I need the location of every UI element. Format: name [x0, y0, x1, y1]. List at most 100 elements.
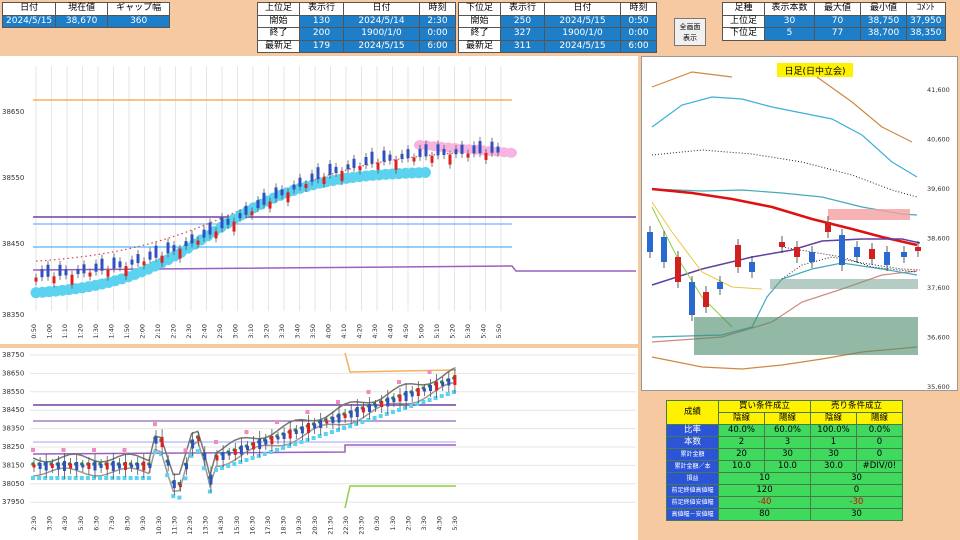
lower-pink-mark — [244, 430, 249, 434]
candle — [496, 146, 500, 153]
lower-cell[interactable]: 0:50 — [620, 14, 657, 28]
upper-cell[interactable]: 2:30 — [419, 14, 456, 28]
lower-ma-mark — [244, 458, 249, 462]
daily-chart-panel[interactable]: 日足(日中立会) 41,600 40,600 39,600 38,600 37,600 3… — [641, 56, 958, 391]
daily-y-tick: 41,600 — [927, 86, 950, 94]
summary-gap[interactable]: 360 — [107, 14, 171, 28]
upper-cell[interactable]: 0:00 — [419, 27, 456, 41]
lower-ma-mark — [134, 476, 139, 480]
lower-candle — [331, 417, 335, 423]
candle — [388, 154, 392, 161]
lower-cell[interactable]: 2024/5/15 — [544, 14, 621, 28]
lower-x-tick: 14:30 — [217, 516, 225, 535]
bars-cell[interactable]: 38,750 — [860, 14, 907, 28]
lower-ma-mark — [397, 408, 401, 412]
summary-date[interactable]: 2024/5/15 — [1, 14, 57, 28]
lower-ma-mark — [37, 476, 42, 480]
candle — [304, 184, 308, 189]
lower-ma-mark — [439, 394, 444, 398]
lower-pink-mark — [275, 420, 279, 424]
candle — [208, 222, 212, 235]
lower-ma-mark — [409, 404, 414, 408]
upper-cell[interactable]: 130 — [299, 14, 344, 28]
upper-chart-panel[interactable]: 38650 38550 38450 38350 0:50 1:00 1:10 1:20 1:3… — [0, 56, 638, 344]
upper-cell[interactable]: 6:00 — [419, 39, 456, 53]
candle — [472, 145, 476, 154]
lower-candle — [111, 461, 115, 471]
lower-x-tick: 19:30 — [295, 516, 303, 535]
lower-candle — [386, 397, 390, 407]
lower-ma-mark — [85, 476, 90, 480]
lower-ma-mark — [360, 420, 365, 424]
candle — [424, 144, 428, 157]
lower-pink-mark — [31, 448, 35, 452]
lower-x-tick: 23:30 — [358, 516, 366, 535]
upper-cell[interactable]: 179 — [299, 39, 344, 53]
lower-header-1: 表示行 — [500, 2, 545, 16]
daily-candle — [779, 242, 785, 247]
bars-cell[interactable]: 77 — [814, 27, 861, 41]
upper-x-tick: 5:00 — [418, 324, 426, 339]
candle — [262, 192, 266, 205]
daily-ma-purple — [651, 238, 921, 286]
lower-cell[interactable]: 6:00 — [620, 39, 657, 53]
candle — [364, 157, 368, 166]
lower-x-tick: 18:30 — [280, 516, 288, 535]
upper-header-1: 表示行 — [299, 2, 344, 16]
upper-cell[interactable]: 200 — [299, 27, 344, 41]
candle — [442, 148, 446, 155]
upper-header-0: 上位足 — [257, 2, 300, 16]
bars-cell[interactable]: 70 — [814, 14, 861, 28]
lower-ma-mark — [189, 453, 194, 458]
lower-pink-mark — [183, 448, 188, 453]
upper-x-tick: 4:00 — [325, 324, 333, 339]
lower-ma-mark — [433, 396, 438, 400]
lower-candle — [435, 381, 439, 391]
bars-cell[interactable]: 38,350 — [906, 27, 946, 41]
upper-x-tick: 2:50 — [216, 324, 224, 339]
lower-ma-mark — [390, 410, 395, 414]
bars-cell[interactable]: 30 — [764, 14, 815, 28]
lower-chart-panel[interactable]: 38750 38650 38550 38450 38350 38250 38150 38050… — [0, 348, 638, 540]
bars-cell[interactable]: 5 — [764, 27, 815, 41]
upper-cell[interactable]: 2024/5/15 — [343, 39, 420, 53]
upper-x-tick: 5:20 — [449, 324, 457, 339]
upper-chart-svg: 38650 38550 38450 38350 0:50 1:00 1:10 1:20 1:3… — [2, 66, 636, 339]
lower-cell[interactable]: 1900/1/0 — [544, 27, 621, 41]
candle — [46, 264, 50, 277]
lower-x-tick: 2:30 — [404, 516, 412, 531]
lower-pink-mark — [92, 448, 96, 452]
upper-cell[interactable]: 1900/1/0 — [343, 27, 420, 41]
bars-cell[interactable]: 37,950 — [906, 14, 946, 28]
lower-y-tick: 38250 — [2, 443, 24, 451]
lower-candle — [392, 398, 396, 402]
candle — [418, 148, 422, 157]
lower-pink-mark — [153, 422, 157, 427]
daily-resistance-zone — [828, 209, 910, 220]
lower-ma-mark — [329, 430, 334, 434]
lower-candle — [313, 423, 317, 429]
candle — [382, 150, 386, 162]
lower-ma-mark — [336, 428, 340, 432]
stats-cell: 3 — [764, 436, 811, 449]
daily-candle — [703, 292, 709, 307]
upper-x-tick: 3:20 — [263, 324, 271, 339]
lower-cell[interactable]: 311 — [500, 39, 545, 53]
lower-cell[interactable]: 250 — [500, 14, 545, 28]
upper-cell[interactable]: 2024/5/14 — [343, 14, 420, 28]
lower-cell[interactable]: 2024/5/15 — [544, 39, 621, 53]
lower-cell[interactable]: 327 — [500, 27, 545, 41]
candle — [70, 274, 74, 285]
summary-price[interactable]: 38,670 — [55, 14, 109, 28]
bars-cell[interactable]: 38,700 — [860, 27, 907, 41]
candle — [484, 152, 488, 160]
lower-orange-line — [344, 352, 457, 373]
fullscreen-button[interactable]: 全画面 表示 — [674, 18, 706, 46]
candle — [466, 153, 470, 158]
stats-cell: 30 — [764, 448, 811, 461]
lower-x-tick: 3:30 — [46, 516, 54, 531]
candle — [376, 162, 380, 170]
lower-cell[interactable]: 0:00 — [620, 27, 657, 41]
stats-label: 高値幅－安値幅 — [666, 508, 719, 521]
lower-ma-mark — [146, 476, 151, 480]
